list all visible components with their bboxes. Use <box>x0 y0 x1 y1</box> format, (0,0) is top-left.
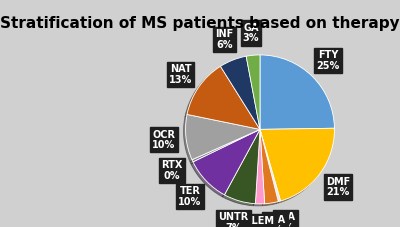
Wedge shape <box>260 128 334 201</box>
Text: NAT
13%: NAT 13% <box>169 64 192 85</box>
Wedge shape <box>192 129 260 162</box>
Text: CLA
0%: CLA 0% <box>275 212 296 227</box>
Text: ALEM
2%: ALEM 2% <box>245 216 275 227</box>
Text: FTY
25%: FTY 25% <box>316 50 340 71</box>
Wedge shape <box>187 66 260 129</box>
Text: DMF
21%: DMF 21% <box>326 177 350 197</box>
Text: GA
3%: GA 3% <box>243 23 259 43</box>
Wedge shape <box>224 129 260 204</box>
Text: Stratification of MS patients based on therapy: Stratification of MS patients based on t… <box>0 16 400 31</box>
Wedge shape <box>193 129 260 195</box>
Text: INF
6%: INF 6% <box>216 29 234 50</box>
Wedge shape <box>186 114 260 160</box>
Wedge shape <box>260 129 278 204</box>
Wedge shape <box>246 55 260 129</box>
Wedge shape <box>255 129 265 204</box>
Wedge shape <box>260 129 280 202</box>
Text: OCR
10%: OCR 10% <box>152 130 176 150</box>
Text: TER
10%: TER 10% <box>178 186 202 207</box>
Text: UNTR
7%: UNTR 7% <box>218 212 248 227</box>
Text: AZA
3%: AZA 3% <box>264 215 286 227</box>
Text: RTX
0%: RTX 0% <box>162 160 183 181</box>
Wedge shape <box>220 56 260 129</box>
Wedge shape <box>260 55 334 129</box>
